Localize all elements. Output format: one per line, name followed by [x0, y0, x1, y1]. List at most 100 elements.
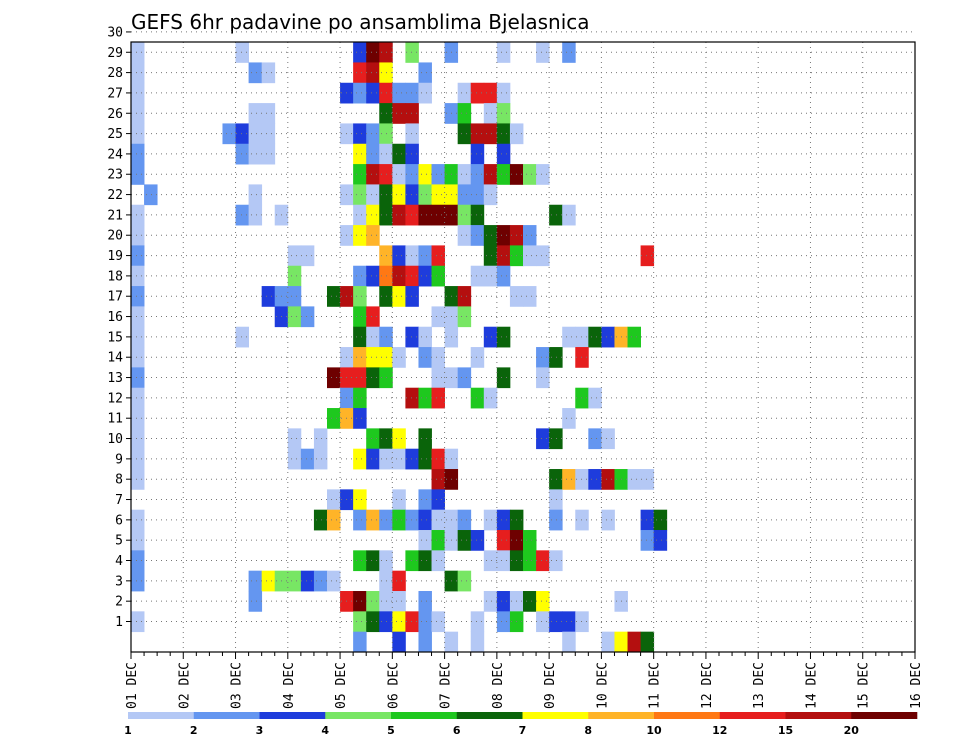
heatmap-cell — [496, 530, 511, 551]
x-tick-label: 13 DEC — [752, 662, 767, 709]
heatmap-cell — [327, 408, 341, 429]
heatmap-cell — [353, 265, 367, 287]
legend-label: 7 — [519, 724, 527, 737]
heatmap-cell — [523, 225, 537, 246]
heatmap-cell — [287, 428, 302, 450]
heatmap-cell — [418, 245, 432, 267]
y-tick-label: 2 — [115, 595, 123, 610]
heatmap-cell — [405, 164, 419, 185]
heatmap-cell — [392, 265, 406, 287]
heatmap-cell — [496, 103, 511, 124]
heatmap-cell — [366, 326, 380, 348]
heatmap-cell — [261, 143, 276, 165]
heatmap-cell — [601, 326, 615, 348]
heatmap-cell — [457, 204, 472, 226]
heatmap-cell — [144, 184, 158, 206]
heatmap-cell — [366, 143, 380, 165]
heatmap-cell — [405, 550, 419, 572]
heatmap-cell — [496, 245, 511, 267]
grid-lines — [131, 31, 915, 652]
heatmap-cell — [418, 509, 432, 531]
heatmap-cell — [353, 489, 367, 511]
heatmap-cell — [562, 42, 576, 63]
heatmap-cell — [405, 103, 419, 124]
heatmap-cell — [431, 509, 445, 531]
heatmap-cell — [496, 225, 511, 246]
heatmap-cell — [483, 387, 498, 409]
heatmap-cell — [444, 631, 459, 653]
x-tick-label: 07 DEC — [439, 662, 454, 709]
heatmap-cell — [248, 103, 263, 124]
heatmap-cell — [261, 123, 276, 145]
y-tick-label: 24 — [107, 147, 123, 162]
legend-label: 4 — [321, 724, 329, 737]
y-tick-label: 1 — [115, 615, 123, 630]
heatmap-cell — [366, 225, 380, 246]
heatmap-cell — [496, 164, 511, 185]
heatmap-cell — [392, 347, 406, 368]
heatmap-cell — [353, 550, 367, 572]
heatmap-cell — [366, 611, 380, 633]
legend-label: 15 — [778, 724, 793, 737]
heatmap-cell — [353, 387, 367, 409]
heatmap-cell — [131, 509, 145, 531]
heatmap-cell — [523, 591, 537, 612]
x-axis: 01 DEC 02 DEC 03 DEC 04 DEC 05 DEC 06 DEC 07 D… — [125, 652, 924, 709]
heatmap-cell — [496, 367, 511, 389]
heatmap-cell — [431, 347, 445, 368]
y-tick-label: 14 — [107, 351, 123, 366]
heatmap-cell — [418, 387, 432, 409]
heatmap-cell — [131, 204, 145, 226]
heatmap-cell — [575, 387, 589, 409]
heatmap-cell — [131, 123, 145, 145]
heatmap-cell — [366, 306, 380, 328]
heatmap-cell — [405, 387, 419, 409]
heatmap-cell — [287, 306, 302, 328]
heatmap-cell — [235, 42, 249, 63]
heatmap-cell — [640, 509, 655, 531]
heatmap-cell — [327, 509, 341, 531]
heatmap-cell — [536, 591, 550, 612]
heatmap-cell — [235, 326, 249, 348]
heatmap-cell — [235, 143, 249, 165]
y-tick-label: 7 — [115, 493, 123, 508]
heatmap-cell — [496, 509, 511, 531]
heatmap-cell — [627, 469, 641, 490]
x-tick-label: 04 DEC — [282, 662, 297, 709]
heatmap-cell — [222, 123, 236, 145]
heatmap-cell — [483, 265, 498, 287]
heatmap-cell — [483, 326, 498, 348]
heatmap-cell — [392, 591, 406, 612]
heatmap-cell — [131, 143, 145, 165]
heatmap-cell — [392, 489, 406, 511]
heatmap-cell — [536, 611, 550, 633]
heatmap-cell — [418, 611, 432, 633]
legend-label: 3 — [256, 724, 264, 737]
heatmap-cell — [431, 367, 445, 389]
heatmap-cell — [523, 245, 537, 267]
y-tick-label: 23 — [107, 168, 123, 183]
heatmap-cell — [366, 204, 380, 226]
heatmap-cell — [431, 530, 445, 551]
heatmap-cell — [549, 204, 563, 226]
heatmap-cell — [601, 428, 615, 450]
heatmap-cell — [483, 164, 498, 185]
chart-title: GEFS 6hr padavine po ansamblima Bjelasni… — [131, 10, 590, 34]
heatmap-cell — [523, 550, 537, 572]
heatmap-cell — [353, 367, 367, 389]
heatmap-cell — [496, 82, 511, 104]
heatmap-cell — [353, 62, 367, 84]
heatmap-cell — [392, 204, 406, 226]
heatmap-cell — [418, 184, 432, 206]
x-tick-label: 01 DEC — [125, 662, 140, 709]
heatmap-cell — [353, 286, 367, 307]
heatmap-cell — [562, 469, 576, 490]
heatmap-cell — [496, 611, 511, 633]
heatmap-cell — [418, 631, 432, 653]
x-tick-label: 16 DEC — [909, 662, 924, 709]
heatmap-cell — [392, 428, 406, 450]
heatmap-cell — [287, 265, 302, 287]
heatmap-cell — [496, 123, 511, 145]
heatmap-cell — [549, 489, 563, 511]
heatmap-cell — [536, 428, 550, 450]
